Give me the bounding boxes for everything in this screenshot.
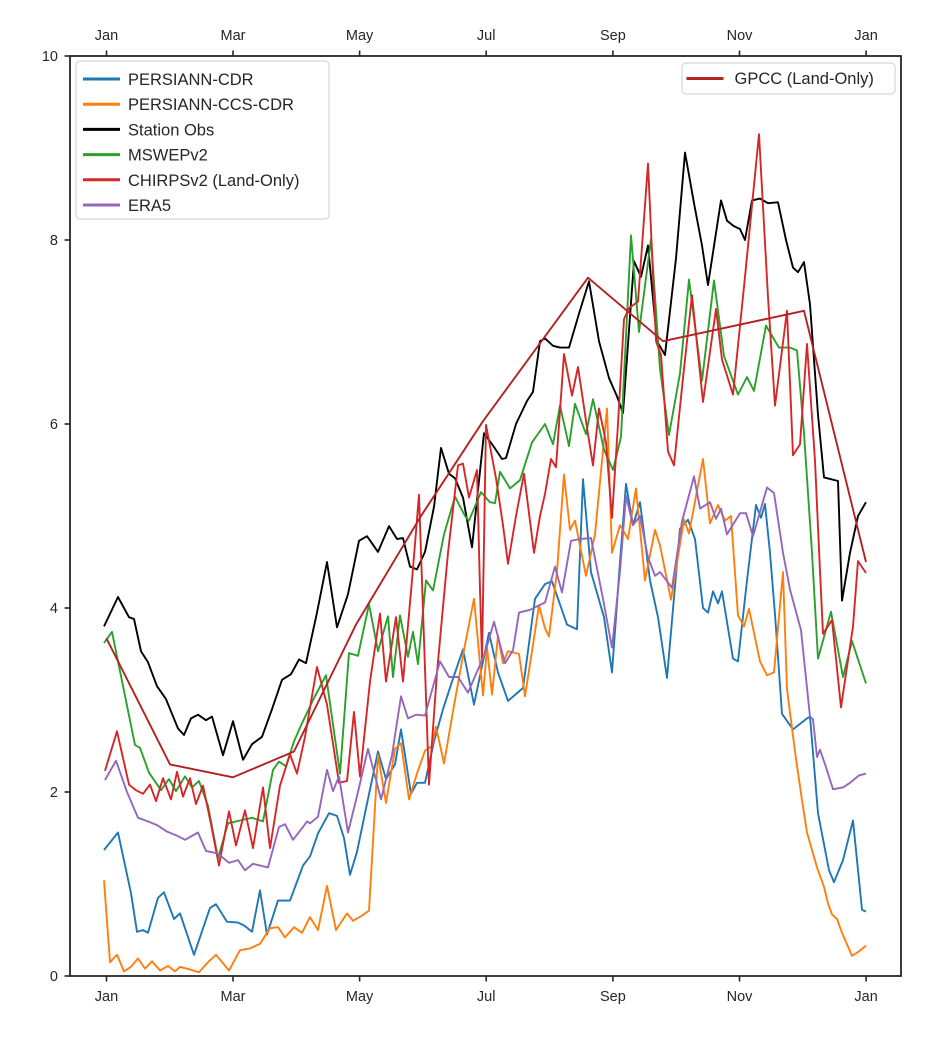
- svg-text:10: 10: [42, 49, 58, 65]
- svg-text:4: 4: [50, 601, 58, 617]
- svg-text:0: 0: [50, 969, 58, 985]
- svg-text:Jan: Jan: [854, 28, 877, 44]
- svg-text:Jan: Jan: [854, 989, 877, 1005]
- svg-text:GPCC (Land-Only): GPCC (Land-Only): [735, 70, 874, 88]
- svg-text:Jul: Jul: [477, 28, 496, 44]
- svg-text:Mar: Mar: [221, 989, 246, 1005]
- svg-text:Jan: Jan: [95, 989, 118, 1005]
- svg-text:May: May: [346, 989, 374, 1005]
- svg-text:MSWEPv2: MSWEPv2: [128, 147, 208, 165]
- svg-text:Sep: Sep: [600, 989, 626, 1005]
- svg-text:CHIRPSv2 (Land-Only): CHIRPSv2 (Land-Only): [128, 172, 299, 190]
- svg-text:2: 2: [50, 785, 58, 801]
- svg-text:Station Obs: Station Obs: [128, 121, 214, 139]
- svg-text:May: May: [346, 28, 374, 44]
- svg-text:PERSIANN-CDR: PERSIANN-CDR: [128, 71, 254, 89]
- svg-text:Nov: Nov: [727, 989, 754, 1005]
- svg-text:Sep: Sep: [600, 28, 626, 44]
- svg-text:Nov: Nov: [727, 28, 754, 44]
- svg-text:ERA5: ERA5: [128, 197, 171, 215]
- svg-text:Jul: Jul: [477, 989, 496, 1005]
- svg-text:8: 8: [50, 233, 58, 249]
- svg-text:Jan: Jan: [95, 28, 118, 44]
- svg-text:PERSIANN-CCS-CDR: PERSIANN-CCS-CDR: [128, 96, 294, 114]
- svg-text:Mar: Mar: [221, 28, 246, 44]
- svg-text:6: 6: [50, 417, 58, 433]
